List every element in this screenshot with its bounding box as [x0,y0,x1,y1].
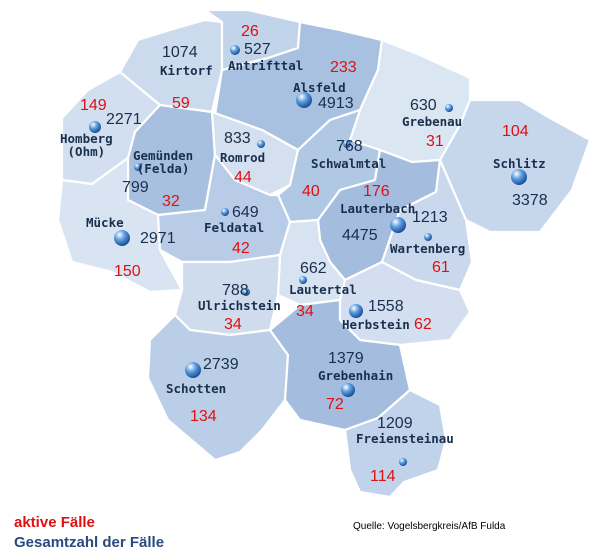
total-cases-kirtorf: 1074 [162,44,198,61]
active-cases-grebenhain: 72 [326,396,344,413]
active-cases-ulrichstein: 34 [224,316,242,333]
active-cases-alsfeld: 233 [330,59,357,76]
active-cases-lauterbach: 176 [363,183,390,200]
municipality-name-grebenau: Grebenau [402,114,463,129]
municipality-name-schwalmtal: Schwalmtal [311,156,387,171]
legend-total-cases: Gesamtzahl der Fälle [14,534,165,551]
source-credit: Quelle: Vogelsbergkreis/AfB Fulda [353,521,506,532]
total-cases-lauterbach: 4475 [342,227,378,244]
municipality-regions [56,8,592,499]
total-cases-freiensteinau: 1209 [377,415,413,432]
location-marker-ulrichstein [242,288,250,296]
municipality-name-lautertal: Lautertal [289,282,357,297]
municipality-name-romrod: Romrod [220,150,266,165]
active-cases-homberg: 149 [80,97,107,114]
location-marker-grebenhain [341,383,355,397]
location-marker-wartenberg [424,233,432,241]
total-cases-grebenau: 630 [410,97,437,114]
location-marker-homberg [89,121,101,133]
location-marker-antrifttal [230,45,240,55]
location-marker-schlitz [511,169,527,185]
municipality-name-alsfeld: Alsfeld [293,80,346,95]
region-schlitz [438,98,592,234]
municipality-name-wartenberg: Wartenberg [390,241,466,256]
total-cases-homberg: 2271 [106,111,142,128]
total-cases-romrod: 833 [224,130,251,147]
municipality-name-ulrichstein: Ulrichstein [198,298,281,313]
location-marker-alsfeld [296,92,312,108]
active-cases-romrod: 44 [234,169,252,186]
total-cases-ulrichstein: 788 [222,282,249,299]
municipality-name-schlitz: Schlitz [493,156,546,171]
active-cases-gemuenden: 32 [162,193,180,210]
location-marker-gemuenden [134,163,142,171]
active-cases-grebenau: 31 [426,133,444,150]
municipality-name-gemuenden: Gemünden (Felda) [133,148,194,176]
location-marker-herbstein [349,304,363,318]
active-cases-schlitz: 104 [502,123,529,140]
total-cases-feldatal: 649 [232,204,259,221]
total-cases-schwalmtal: 768 [336,138,363,155]
total-cases-muecke: 2971 [140,230,176,247]
location-marker-schwalmtal [343,140,351,148]
region-muecke [56,156,184,294]
region-grebenhain [268,298,412,432]
municipality-name-feldatal: Feldatal [204,220,265,235]
active-cases-kirtorf: 59 [172,95,190,112]
active-cases-wartenberg: 61 [432,259,450,276]
municipality-name-lauterbach: Lauterbach [340,201,416,216]
location-markers [89,45,527,466]
active-cases-muecke: 150 [114,263,141,280]
active-cases-schotten: 134 [190,408,217,425]
municipality-name-antrifttal: Antrifttal [228,58,304,73]
location-marker-muecke [114,230,130,246]
location-marker-grebenau [445,104,453,112]
municipality-name-schotten: Schotten [166,381,227,396]
total-cases-antrifttal: 527 [244,41,271,58]
location-marker-feldatal [221,208,229,216]
total-cases-schlitz: 3378 [512,192,548,209]
active-cases-antrifttal: 26 [241,23,259,40]
municipality-name-muecke: Mücke [86,215,124,230]
municipality-name-kirtorf: Kirtorf [160,63,213,78]
active-cases-lautertal: 34 [296,303,314,320]
location-marker-freiensteinau [399,458,407,466]
municipality-name-homberg: Homberg (Ohm) [60,131,113,159]
location-marker-romrod [257,140,265,148]
region-lautertal [276,218,347,307]
location-marker-lautertal [299,276,307,284]
total-cases-schotten: 2739 [203,356,239,373]
total-cases-alsfeld: 4913 [318,95,354,112]
active-cases-freiensteinau: 114 [370,468,396,485]
municipality-name-herbstein: Herbstein [342,317,410,332]
active-cases-herbstein: 62 [414,316,432,333]
total-cases-gemuenden: 799 [122,179,149,196]
total-cases-herbstein: 1558 [368,298,404,315]
active-cases-feldatal: 42 [232,240,250,257]
location-marker-schotten [185,362,201,378]
region-freiensteinau [343,388,448,499]
municipality-name-freiensteinau: Freiensteinau [356,431,454,446]
total-cases-lautertal: 662 [300,260,327,277]
municipality-name-grebenhain: Grebenhain [318,368,394,383]
active-cases-schwalmtal: 40 [302,183,320,200]
total-cases-grebenhain: 1379 [328,350,364,367]
total-cases-wartenberg: 1213 [412,209,448,226]
location-marker-lauterbach [390,217,406,233]
legend-active-cases: aktive Fälle [14,514,95,531]
